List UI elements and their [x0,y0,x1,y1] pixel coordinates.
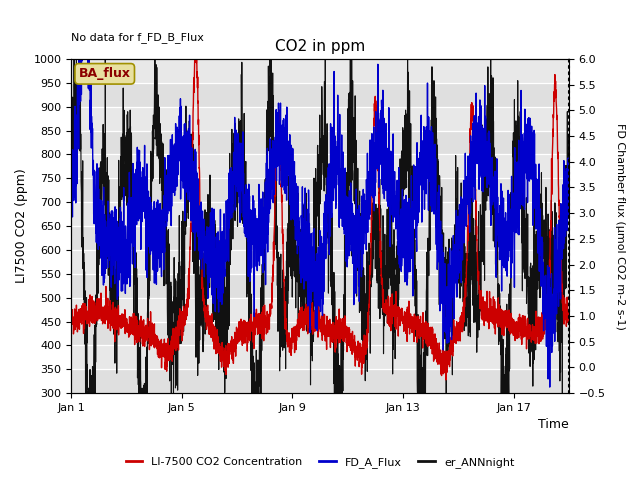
X-axis label: Time: Time [538,419,569,432]
Text: No data for f_FD_B_Flux: No data for f_FD_B_Flux [71,32,204,43]
Text: BA_flux: BA_flux [79,67,131,80]
Bar [71,178,569,202]
Bar [71,274,569,298]
Y-axis label: FD Chamber flux (μmol CO2 m-2 s-1): FD Chamber flux (μmol CO2 m-2 s-1) [615,122,625,329]
Bar [71,369,569,393]
Bar [71,226,569,250]
Bar [71,322,569,346]
Legend: LI-7500 CO2 Concentration, FD_A_Flux, er_ANNnight: LI-7500 CO2 Concentration, FD_A_Flux, er… [121,452,519,472]
Y-axis label: LI7500 CO2 (ppm): LI7500 CO2 (ppm) [15,168,28,283]
Title: CO2 in ppm: CO2 in ppm [275,38,365,54]
Bar [71,83,569,107]
Bar [71,131,569,155]
